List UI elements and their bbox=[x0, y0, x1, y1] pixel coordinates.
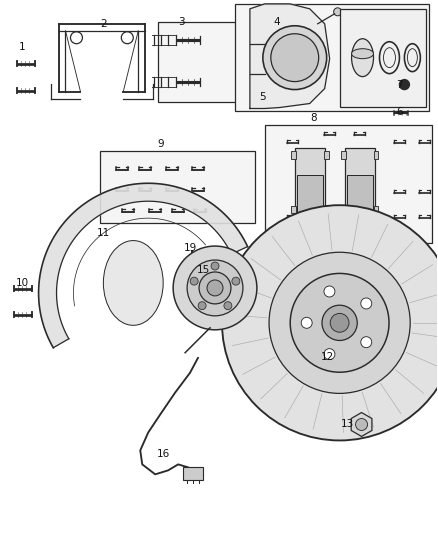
Bar bbox=[158, 22, 236, 101]
Bar bbox=[235, 4, 429, 111]
Circle shape bbox=[361, 337, 372, 348]
Circle shape bbox=[269, 252, 410, 393]
Text: 4: 4 bbox=[273, 17, 280, 27]
Circle shape bbox=[399, 79, 410, 90]
Bar bbox=[374, 151, 378, 159]
Text: 13: 13 bbox=[341, 419, 354, 430]
Bar bbox=[295, 148, 325, 218]
Bar bbox=[183, 467, 203, 480]
Text: 3: 3 bbox=[178, 17, 184, 27]
Circle shape bbox=[271, 34, 319, 82]
Bar bbox=[374, 206, 378, 213]
Bar bbox=[324, 206, 328, 213]
Text: 12: 12 bbox=[321, 352, 334, 362]
Text: 1: 1 bbox=[19, 42, 26, 52]
Circle shape bbox=[187, 260, 243, 316]
Circle shape bbox=[334, 8, 342, 16]
Bar bbox=[346, 175, 372, 218]
Circle shape bbox=[198, 302, 206, 310]
Text: 16: 16 bbox=[156, 449, 170, 459]
Circle shape bbox=[190, 277, 198, 285]
Bar bbox=[324, 151, 328, 159]
Circle shape bbox=[232, 277, 240, 285]
Circle shape bbox=[330, 313, 349, 332]
Text: 10: 10 bbox=[16, 278, 29, 288]
Circle shape bbox=[224, 302, 232, 310]
Bar bbox=[100, 151, 255, 223]
Bar bbox=[291, 206, 296, 213]
Polygon shape bbox=[250, 4, 330, 109]
Text: 19: 19 bbox=[184, 243, 197, 253]
Text: 8: 8 bbox=[311, 114, 317, 124]
Bar bbox=[341, 206, 346, 213]
Circle shape bbox=[222, 205, 438, 440]
Polygon shape bbox=[351, 413, 372, 437]
Circle shape bbox=[290, 273, 389, 372]
Circle shape bbox=[211, 262, 219, 270]
Bar bbox=[345, 148, 374, 218]
Circle shape bbox=[207, 280, 223, 296]
Circle shape bbox=[361, 298, 372, 309]
Circle shape bbox=[324, 349, 335, 360]
Ellipse shape bbox=[352, 49, 374, 59]
Text: 9: 9 bbox=[158, 140, 165, 149]
Text: 5: 5 bbox=[260, 92, 266, 102]
Polygon shape bbox=[39, 183, 247, 348]
Circle shape bbox=[173, 246, 257, 330]
Circle shape bbox=[322, 305, 357, 341]
Text: 6: 6 bbox=[396, 108, 403, 117]
Bar bbox=[341, 151, 346, 159]
Circle shape bbox=[263, 26, 327, 90]
Text: 2: 2 bbox=[100, 19, 107, 29]
Ellipse shape bbox=[352, 39, 374, 77]
Circle shape bbox=[356, 418, 367, 431]
Circle shape bbox=[301, 317, 312, 328]
Bar bbox=[339, 9, 426, 107]
Bar bbox=[291, 151, 296, 159]
Bar bbox=[265, 125, 432, 243]
Circle shape bbox=[199, 272, 231, 304]
Text: 15: 15 bbox=[196, 265, 210, 275]
Ellipse shape bbox=[103, 240, 163, 325]
Circle shape bbox=[324, 286, 335, 297]
Text: 7: 7 bbox=[396, 79, 403, 90]
Text: 11: 11 bbox=[97, 228, 110, 238]
Bar bbox=[297, 175, 323, 218]
